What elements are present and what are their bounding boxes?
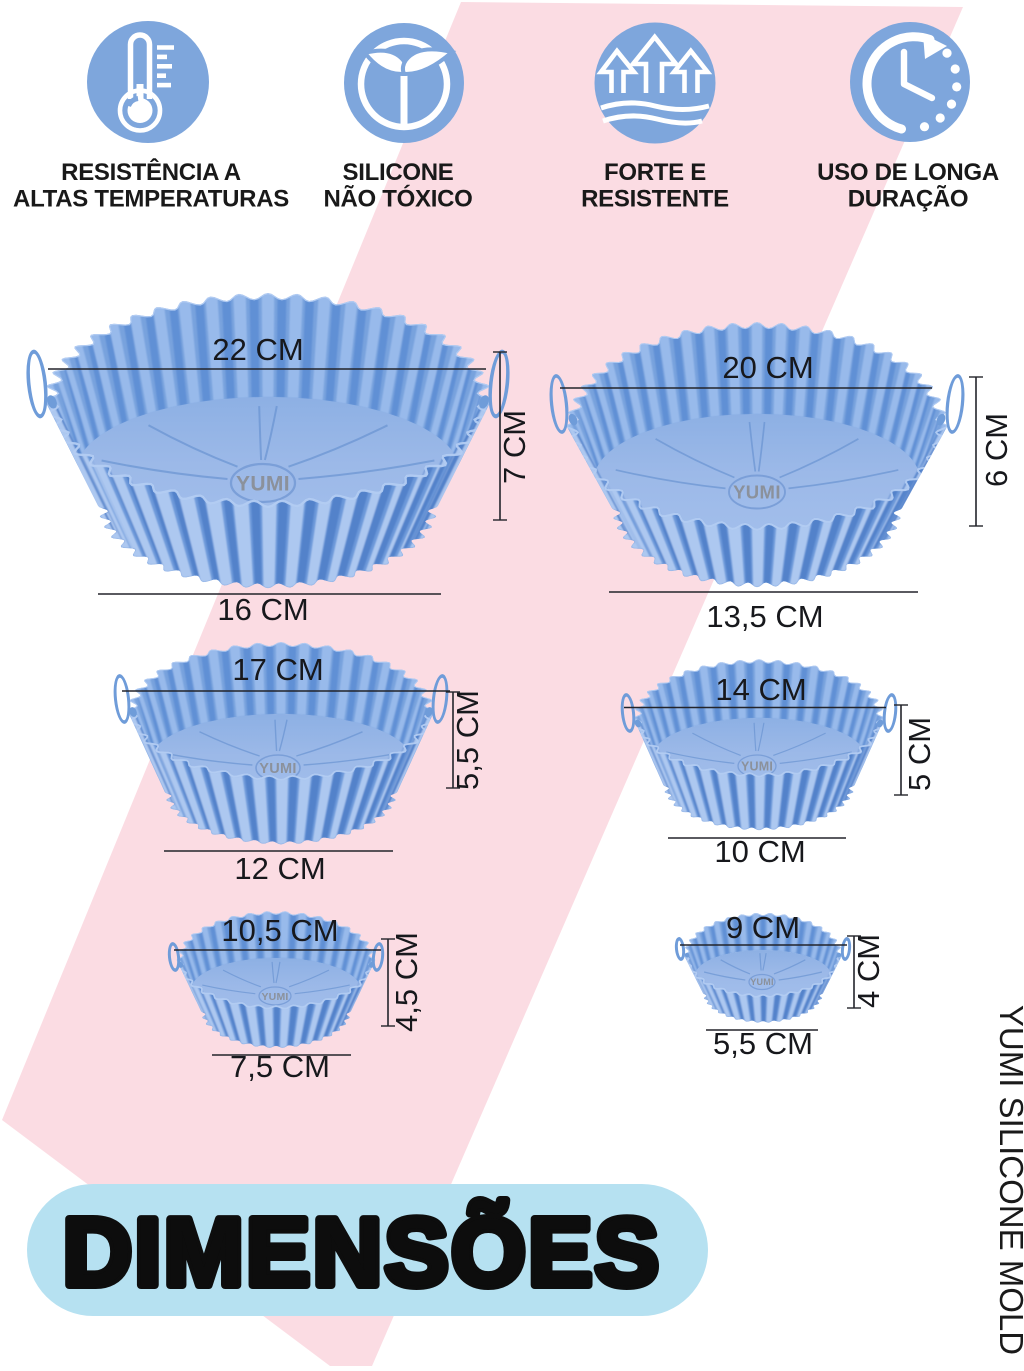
svg-text:5,5 CM: 5,5 CM xyxy=(713,1026,813,1061)
svg-text:7,5 CM: 7,5 CM xyxy=(230,1049,330,1084)
svg-text:USO DE LONGA: USO DE LONGA xyxy=(817,159,999,186)
svg-text:DURAÇÃO: DURAÇÃO xyxy=(848,185,969,213)
svg-text:4,5 CM: 4,5 CM xyxy=(389,932,424,1032)
svg-text:RESISTÊNCIA A: RESISTÊNCIA A xyxy=(61,158,241,186)
svg-text:5,5 CM: 5,5 CM xyxy=(450,690,485,790)
svg-text:5 CM: 5 CM xyxy=(902,717,937,791)
svg-text:FORTE E: FORTE E xyxy=(604,159,706,186)
svg-text:YUMI: YUMI xyxy=(236,473,290,496)
svg-text:RESISTENTE: RESISTENTE xyxy=(581,186,729,213)
svg-text:13,5 CM: 13,5 CM xyxy=(706,599,823,634)
svg-text:20 CM: 20 CM xyxy=(722,350,813,385)
svg-text:YUMI SILICONE MOLD: YUMI SILICONE MOLD xyxy=(993,1005,1024,1355)
svg-text:DIMENSÕES: DIMENSÕES xyxy=(63,1199,662,1306)
svg-text:YUMI: YUMI xyxy=(259,761,296,777)
svg-text:ALTAS TEMPERATURAS: ALTAS TEMPERATURAS xyxy=(13,186,289,213)
svg-text:9 CM: 9 CM xyxy=(726,910,800,945)
svg-text:SILICONE: SILICONE xyxy=(343,159,454,186)
svg-text:14 CM: 14 CM xyxy=(715,672,806,707)
svg-text:NÃO TÓXICO: NÃO TÓXICO xyxy=(323,185,472,213)
svg-text:7 CM: 7 CM xyxy=(497,410,532,484)
svg-text:YUMI: YUMI xyxy=(741,760,773,774)
svg-text:17 CM: 17 CM xyxy=(232,652,323,687)
svg-text:6 CM: 6 CM xyxy=(979,413,1014,487)
svg-text:YUMI: YUMI xyxy=(733,482,781,503)
svg-text:YUMI: YUMI xyxy=(261,991,288,1003)
svg-text:YUMI: YUMI xyxy=(750,977,773,987)
svg-text:12 CM: 12 CM xyxy=(234,851,325,886)
svg-text:10 CM: 10 CM xyxy=(714,834,805,869)
svg-text:10,5 CM: 10,5 CM xyxy=(221,913,338,948)
svg-text:4 CM: 4 CM xyxy=(851,934,886,1008)
svg-text:16 CM: 16 CM xyxy=(217,592,308,627)
svg-text:22 CM: 22 CM xyxy=(212,332,303,367)
